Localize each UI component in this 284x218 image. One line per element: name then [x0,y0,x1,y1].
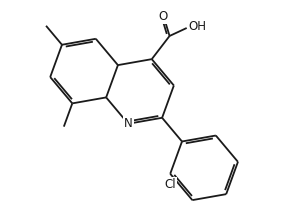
Text: O: O [158,10,167,23]
Text: OH: OH [188,20,206,33]
Text: Cl: Cl [164,178,176,191]
Text: N: N [124,117,133,130]
